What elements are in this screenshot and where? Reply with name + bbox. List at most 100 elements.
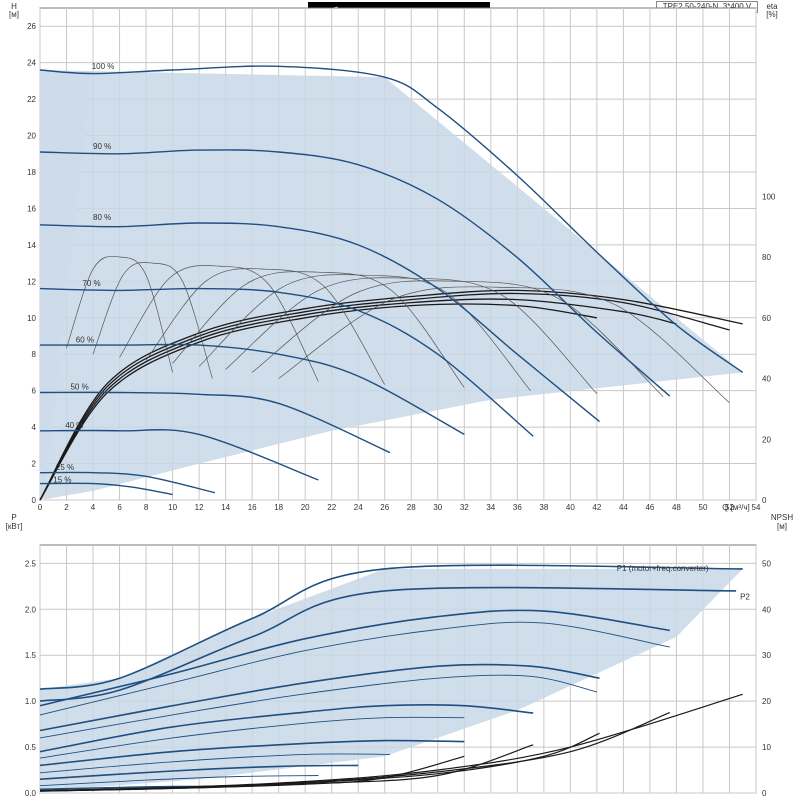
top-x-tick-label: 0 — [38, 503, 43, 512]
top-y-tick-label: 0 — [32, 496, 37, 505]
top-y-tick-label: 2 — [32, 460, 37, 469]
npsh-curve — [39, 755, 465, 792]
eta-speed-arc — [198, 274, 531, 391]
top-x-tick-label: 34 — [486, 503, 495, 512]
top-x-tick-label: 48 — [672, 503, 681, 512]
top-x-tick-label: 28 — [407, 503, 416, 512]
power-curve — [39, 674, 598, 739]
bottom-y-tick-label: 1.5 — [25, 651, 37, 660]
top-y2-axis-unit: [%] — [766, 10, 778, 19]
speed-curve-label: 60 % — [76, 335, 94, 344]
operating-region — [40, 70, 743, 500]
top-x-tick-label: 14 — [221, 503, 230, 512]
top-x-tick-label: 8 — [144, 503, 149, 512]
bottom-y2-tick-label: 0 — [762, 789, 767, 798]
top-x-tick-label: 2 — [64, 503, 69, 512]
top-y-tick-label: 26 — [27, 22, 36, 31]
speed-curve-label: 70 % — [82, 279, 100, 288]
power-curve — [39, 716, 465, 759]
bottom-y2-tick-label: 20 — [762, 697, 771, 706]
p-curve — [39, 586, 737, 702]
bottom-y-axis-label: P — [11, 513, 16, 522]
speed-curve-label: 25 % — [56, 463, 74, 472]
eta-speed-arc — [145, 268, 385, 385]
speed-curve-label: 40 % — [65, 421, 83, 430]
top-x-tick-label: 10 — [168, 503, 177, 512]
top-x-tick-label: 44 — [619, 503, 628, 512]
power-operating-region — [40, 568, 743, 792]
top-y-axis-unit: [м] — [9, 10, 19, 19]
top-y-tick-label: 10 — [27, 314, 36, 323]
power-curve — [39, 704, 534, 753]
power-curve — [39, 663, 600, 732]
top-y-tick-label: 20 — [27, 132, 36, 141]
top-y2-axis-label: eta — [766, 2, 778, 11]
bottom-y2-tick-label: 50 — [762, 559, 771, 568]
eta-curve — [39, 303, 597, 501]
top-x-tick-label: 20 — [301, 503, 310, 512]
top-y-tick-label: 18 — [27, 168, 36, 177]
hq-curve — [39, 149, 671, 397]
power-curve — [39, 739, 465, 767]
bottom-y-axis-unit: [кВт] — [6, 522, 23, 531]
eta-speed-arc — [225, 277, 598, 394]
top-x-tick-label: 50 — [699, 503, 708, 512]
bottom-y2-tick-label: 40 — [762, 605, 771, 614]
speed-curve-label: 100 % — [92, 62, 115, 71]
hq-curve — [39, 287, 534, 437]
p-curve-label: P2 — [740, 592, 750, 601]
eta-curve — [39, 289, 743, 501]
hq-curve — [39, 65, 744, 373]
hq-curve — [39, 391, 391, 454]
top-x-tick-label: 46 — [645, 503, 654, 512]
speed-curve-label: 90 % — [93, 142, 111, 151]
bottom-y2-axis-label: NPSH — [771, 513, 793, 522]
bottom-y-tick-label: 2.5 — [25, 559, 37, 568]
top-x-tick-label: 52 — [725, 503, 734, 512]
top-x-tick-label: 26 — [380, 503, 389, 512]
top-y2-tick-label: 80 — [762, 253, 771, 262]
top-y2-tick-label: 20 — [762, 435, 771, 444]
top-x-tick-label: 24 — [354, 503, 363, 512]
bottom-y2-tick-label: 10 — [762, 743, 771, 752]
top-y-tick-label: 16 — [27, 204, 36, 213]
top-y-tick-label: 14 — [27, 241, 36, 250]
power-curve — [39, 764, 359, 780]
top-x-tick-label: 22 — [327, 503, 336, 512]
eta-speed-arc — [278, 286, 730, 404]
hq-curve — [40, 343, 465, 436]
top-x-tick-label: 30 — [433, 503, 442, 512]
top-y-tick-label: 4 — [32, 423, 37, 432]
eta-speed-arc — [92, 262, 213, 379]
eta-curve — [39, 298, 677, 501]
top-y2-tick-label: 60 — [762, 314, 771, 323]
top-y-tick-label: 6 — [32, 387, 37, 396]
top-x-tick-label: 12 — [195, 503, 204, 512]
power-curve — [39, 753, 391, 774]
eta-speed-arc — [251, 280, 664, 397]
eta-speed-arc — [172, 271, 465, 388]
hq-curve — [39, 482, 173, 496]
speed-curve-label: 15 % — [53, 476, 71, 485]
top-y-tick-label: 12 — [27, 277, 36, 286]
eta-speed-arc — [66, 255, 173, 373]
bottom-y-tick-label: 1.0 — [25, 697, 37, 706]
speed-curve-label: 50 % — [70, 383, 88, 392]
top-x-axis-label: Q [м³/ч] — [722, 503, 749, 512]
eta-speed-arc — [119, 265, 319, 382]
top-y2-tick-label: 40 — [762, 375, 771, 384]
bottom-y2-axis-unit: [м] — [777, 522, 787, 531]
power-curve — [39, 609, 670, 707]
p-curve — [39, 564, 743, 690]
top-x-tick-label: 4 — [91, 503, 96, 512]
bottom-y-tick-label: 0.0 — [25, 789, 37, 798]
top-y-tick-label: 24 — [27, 59, 36, 68]
top-x-tick-label: 18 — [274, 503, 283, 512]
hq-curve — [39, 429, 319, 481]
top-x-tick-label: 38 — [539, 503, 548, 512]
hq-curve — [39, 471, 216, 494]
power-curve — [39, 775, 319, 787]
top-y2-tick-label: 100 — [762, 192, 776, 201]
top-y-tick-label: 22 — [27, 95, 36, 104]
